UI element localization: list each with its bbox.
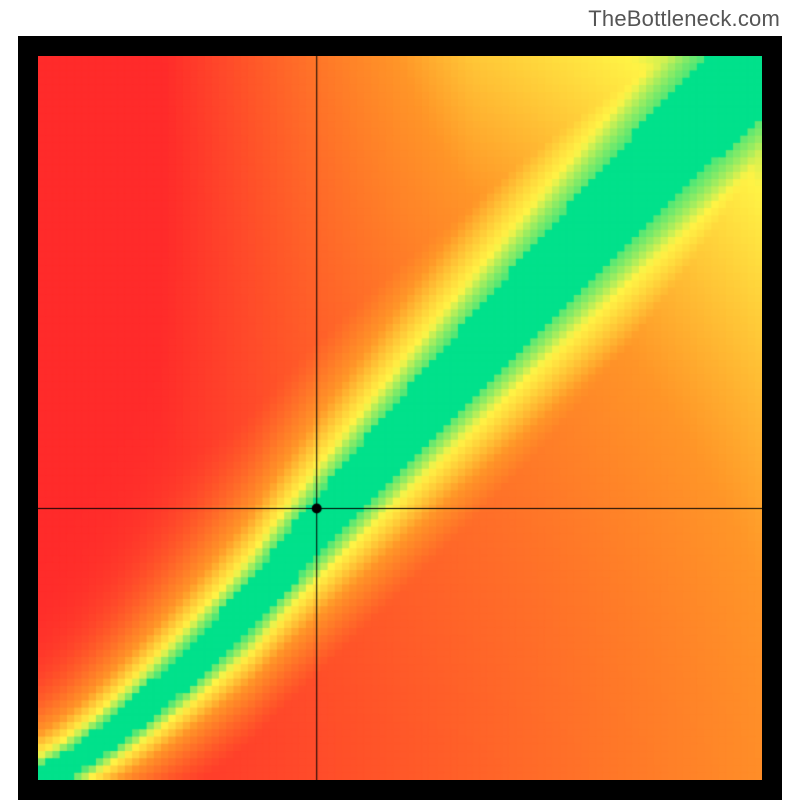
heatmap-plot <box>38 56 762 780</box>
watermark-text: TheBottleneck.com <box>588 6 780 32</box>
heatmap-canvas <box>38 56 762 780</box>
chart-frame <box>18 36 782 800</box>
